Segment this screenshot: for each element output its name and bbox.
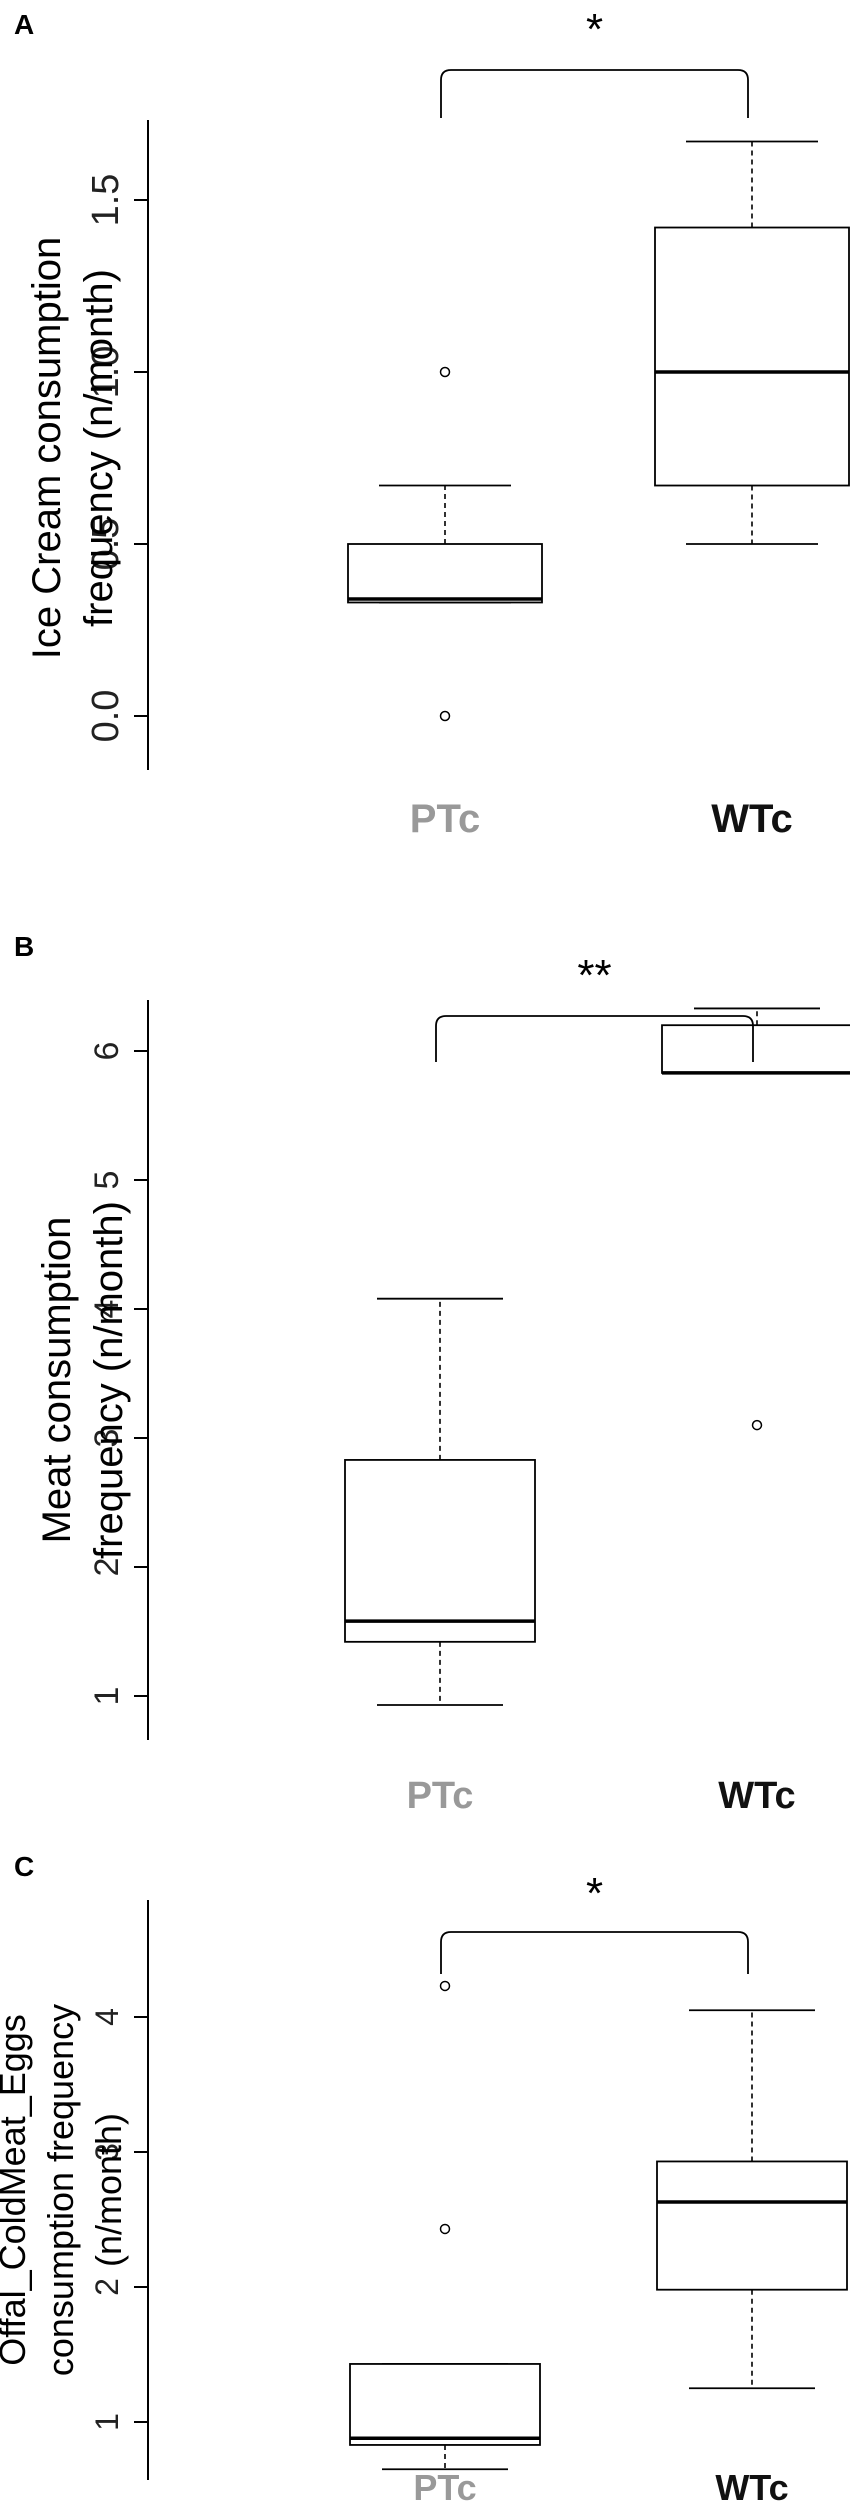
panel-b-y-axis-title: frequency (n/month) (87, 1201, 131, 1559)
panel-c-y-tick-label: 4 (89, 2008, 125, 2026)
panel-b-y-tick-label: 5 (88, 1171, 126, 1190)
panel-a-category-label-ptc: PTc (410, 797, 480, 841)
panel-c-box-ptc (349, 2363, 541, 2446)
panel-a-y-tick-label: 0.0 (85, 690, 127, 743)
panel-b-outlier-point (751, 1419, 763, 1431)
panel-a-outlier-point (439, 366, 451, 378)
panel-b-letter: B (14, 931, 34, 962)
panel-c-y-tick-label: 2 (89, 2278, 125, 2296)
panel-b-y-axis-title: Meat consumption (35, 1217, 79, 1544)
panel-a-y-tick-label: 0.5 (85, 518, 127, 571)
panel-b-y-tick-label: 6 (88, 1042, 126, 1061)
panel-c-y-axis-title: consumption frequency (40, 2004, 81, 2376)
panel-c-category-label-wtc: WTc (715, 2467, 788, 2508)
panel-c-outlier-point (439, 1980, 451, 1992)
panel-a-y-axis-title: frequency (n/month) (77, 269, 121, 627)
panel-a-significance-bracket (440, 69, 749, 118)
panel-b-category-label-wtc: WTc (718, 1775, 795, 1817)
panel-c-significance-marker: * (586, 1869, 603, 1918)
panel-c-letter: C (14, 1851, 34, 1882)
panel-c-significance-bracket (440, 1931, 749, 1974)
panel-c-box-wtc (656, 2160, 848, 2291)
panel-a-outlier-point (439, 710, 451, 722)
panel-c-y-axis-title: Offal_ColdMeat_Eggs (0, 2014, 33, 2366)
panel-b-y-tick-label: 1 (88, 1687, 126, 1706)
panel-b-box-wtc (661, 1024, 850, 1074)
panel-c-y-tick-label: 3 (89, 2143, 125, 2161)
panel-a-category-label-wtc: WTc (711, 797, 792, 841)
panel-b-significance-bracket (435, 1015, 754, 1062)
panel-c-y-tick-label: 1 (89, 2413, 125, 2431)
panel-c-outlier-point (439, 2223, 451, 2235)
panel-b-y-tick-label: 4 (88, 1300, 126, 1319)
panel-b-significance-marker: ** (577, 951, 611, 1000)
panel-c-y-axis-title: (n/month) (88, 2113, 129, 2267)
panel-c-category-label-ptc: PTc (413, 2467, 476, 2508)
panel-a-y-tick-label: 1.5 (85, 174, 127, 227)
panel-a-box-ptc (347, 543, 543, 604)
panel-a-box-wtc (654, 226, 850, 487)
panel-b-y-tick-label: 2 (88, 1558, 126, 1577)
panel-b-box-ptc (344, 1459, 536, 1643)
panel-b-y-tick-label: 3 (88, 1429, 126, 1448)
panel-b-category-label-ptc: PTc (407, 1775, 474, 1817)
panel-a-y-tick-label: 1.0 (85, 346, 127, 399)
panel-a-letter: A (14, 9, 34, 40)
panel-a-y-axis-title: Ice Cream consumption (25, 237, 69, 659)
panel-a-significance-marker: * (586, 5, 603, 54)
